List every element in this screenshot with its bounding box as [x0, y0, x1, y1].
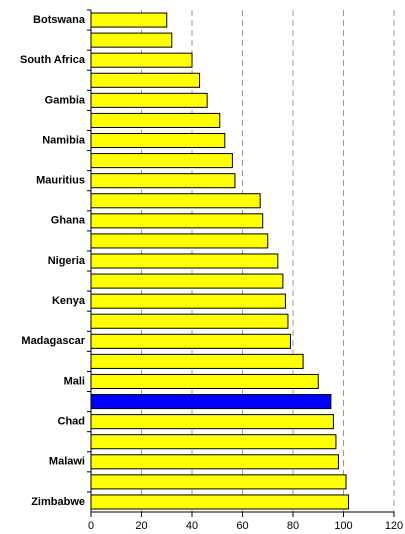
bar — [90, 394, 332, 410]
bar — [90, 454, 339, 470]
y-tick-label: Mali — [64, 375, 85, 387]
x-tick-label: 40 — [186, 520, 198, 532]
y-tick-label: Nigeria — [48, 255, 86, 267]
y-tick-label: Chad — [58, 416, 86, 428]
y-tick-label: Gambia — [45, 94, 86, 106]
bar — [90, 193, 261, 209]
bar — [90, 92, 208, 108]
bar — [90, 313, 289, 329]
bar — [90, 233, 269, 249]
y-tick-label: Zimbabwe — [31, 496, 85, 508]
y-tick-label: Mauritius — [36, 175, 85, 187]
bar — [90, 32, 173, 48]
y-tick-label: Namibia — [42, 134, 86, 146]
y-tick-label: Malawi — [49, 456, 85, 468]
y-tick-label: Kenya — [52, 295, 86, 307]
bar — [90, 414, 334, 430]
y-tick-label: Botswana — [33, 14, 86, 26]
bar — [90, 273, 284, 289]
bar — [90, 373, 319, 390]
bar — [90, 253, 279, 269]
x-tick-label: 120 — [385, 520, 403, 532]
bar — [90, 132, 226, 149]
bar — [90, 434, 337, 450]
x-tick-label: 60 — [236, 520, 248, 532]
y-tick-label: Ghana — [51, 215, 86, 227]
bar — [90, 213, 264, 229]
bar — [90, 153, 233, 169]
bar — [90, 12, 168, 28]
bar — [90, 173, 236, 189]
x-tick-label: 100 — [334, 520, 352, 532]
bar — [90, 494, 350, 510]
bar — [90, 72, 201, 88]
bar — [90, 293, 286, 309]
bar — [90, 112, 221, 128]
y-tick-label: Madagascar — [21, 335, 85, 347]
bar — [90, 474, 347, 490]
y-tick-label: South Africa — [20, 54, 86, 66]
x-tick-label: 0 — [88, 520, 94, 532]
bar — [90, 52, 193, 68]
bar — [90, 353, 304, 369]
x-tick-label: 20 — [135, 520, 147, 532]
bar — [90, 333, 291, 349]
x-tick-label: 80 — [287, 520, 299, 532]
